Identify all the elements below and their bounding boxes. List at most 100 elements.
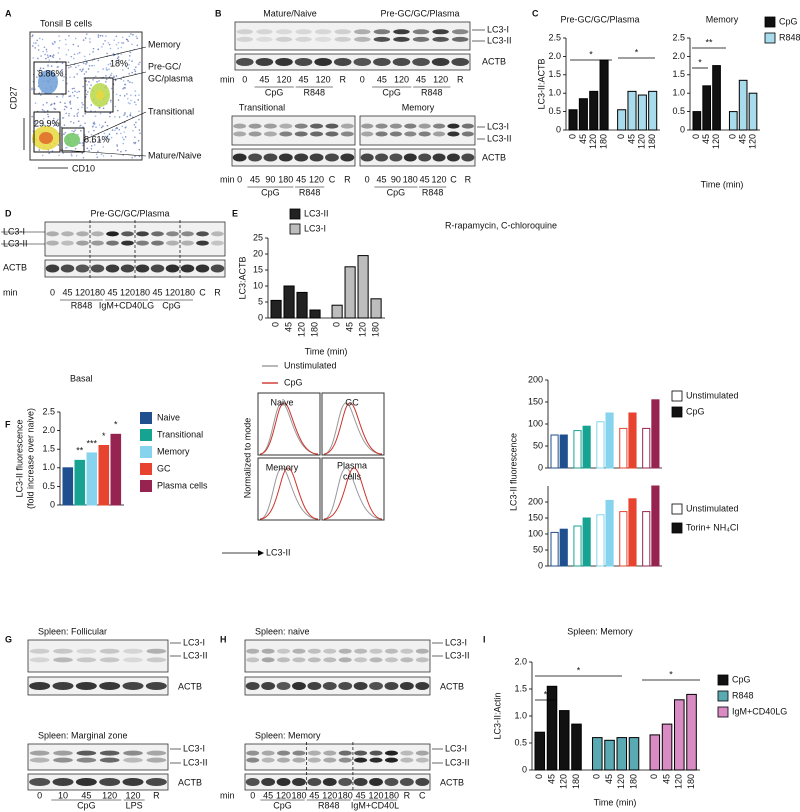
- band: [400, 657, 414, 663]
- band: [29, 757, 50, 763]
- band: [76, 231, 89, 237]
- y-tick-label: 150: [528, 396, 543, 406]
- legend-label: CpG: [284, 377, 303, 387]
- legend-label: Unstimulated: [284, 360, 337, 370]
- band: [277, 657, 291, 663]
- flow-dot: [110, 99, 112, 102]
- gate-percent: 8.86%: [38, 68, 64, 78]
- band: [122, 778, 144, 786]
- flow-dot: [77, 111, 79, 114]
- bar: [110, 433, 122, 506]
- flow-dot: [46, 110, 49, 112]
- band: [338, 757, 352, 763]
- lane-label: 45: [107, 287, 117, 297]
- flow-dot: [121, 36, 124, 39]
- flow-dot: [106, 69, 109, 71]
- flow-dot: [81, 152, 84, 154]
- band: [323, 757, 337, 763]
- group-label: CpG: [77, 800, 96, 810]
- band: [404, 123, 417, 129]
- flow-dot: [32, 57, 35, 59]
- band: [418, 123, 431, 129]
- flow-dot: [36, 76, 38, 78]
- flow-dot: [31, 88, 33, 91]
- flow-dot: [69, 95, 72, 97]
- x-tick-label: 0: [691, 134, 701, 139]
- callout-line: [65, 46, 147, 67]
- band: [375, 131, 388, 137]
- y-tick-label: 10: [253, 280, 263, 290]
- histogram-label: Memory: [266, 462, 299, 472]
- flow-dot: [121, 69, 124, 71]
- flow-dot: [92, 51, 94, 53]
- significance: ***: [87, 438, 98, 448]
- histogram-label: GC: [345, 397, 359, 407]
- band: [369, 648, 383, 654]
- flow-dot: [73, 76, 76, 78]
- band: [461, 153, 475, 162]
- legend-label: CpG: [732, 674, 751, 684]
- blot-title: Memory: [402, 102, 435, 112]
- band: [322, 778, 337, 786]
- flow-dot: [125, 65, 128, 68]
- panel-label: I: [483, 634, 486, 644]
- lane-label: 180: [338, 790, 353, 800]
- bar: [550, 531, 559, 567]
- flow-dot: [129, 114, 132, 116]
- band: [360, 153, 374, 162]
- flow-dot: [105, 78, 108, 81]
- band-label: LC3-II: [487, 133, 512, 143]
- band: [195, 264, 210, 273]
- flow-dot: [115, 75, 118, 77]
- x-tick-label: 180: [686, 774, 696, 789]
- band: [314, 36, 332, 42]
- band: [446, 153, 460, 162]
- flow-dot: [41, 122, 44, 124]
- flow-dot: [93, 123, 96, 125]
- band: [292, 750, 306, 756]
- flow-dot: [104, 40, 106, 42]
- flow-dot: [76, 96, 79, 99]
- flow-dot: [62, 94, 64, 96]
- flow-dot: [116, 145, 119, 148]
- significance: **: [76, 446, 84, 456]
- flow-dot: [89, 87, 91, 90]
- band: [76, 648, 97, 654]
- flow-dot: [31, 35, 33, 38]
- legend-swatch: [671, 522, 683, 534]
- band: [196, 240, 209, 246]
- band: [76, 240, 89, 246]
- y-axis-label: LC3:ACTB: [237, 256, 247, 299]
- flow-dot: [110, 87, 113, 90]
- y-axis-label: LC3-II fluorescence: [508, 433, 518, 511]
- y-tick-label: 200: [528, 374, 543, 384]
- band: [99, 750, 120, 756]
- y-tick-label: 2.5: [672, 32, 685, 42]
- band: [52, 778, 74, 786]
- x-tick-label: 45: [738, 134, 748, 144]
- legend-label: IgM+CD40LG: [732, 706, 787, 716]
- bar: [628, 737, 640, 771]
- plot-title: Tonsil B cells: [40, 18, 93, 28]
- lane-label: R: [344, 174, 351, 184]
- flow-dot: [133, 68, 136, 71]
- flow-dot: [96, 81, 98, 83]
- flow-dot: [82, 115, 84, 117]
- y-tick-label: 50: [533, 440, 543, 450]
- band: [325, 131, 339, 137]
- band: [248, 153, 262, 162]
- flow-dot: [34, 122, 36, 125]
- flow-dot: [100, 153, 103, 156]
- band: [256, 36, 273, 42]
- flow-dot: [109, 101, 112, 103]
- flow-dot: [44, 53, 46, 56]
- flow-dot: [46, 121, 49, 124]
- population-label: Mature/Naive: [148, 150, 202, 160]
- flow-dot: [58, 35, 60, 37]
- x-tick-label: 180: [598, 134, 608, 149]
- blot: [234, 21, 471, 51]
- flow-dot: [43, 109, 45, 112]
- band: [256, 29, 273, 35]
- population-label: Pre-GC/: [148, 61, 182, 71]
- bar: [605, 499, 614, 567]
